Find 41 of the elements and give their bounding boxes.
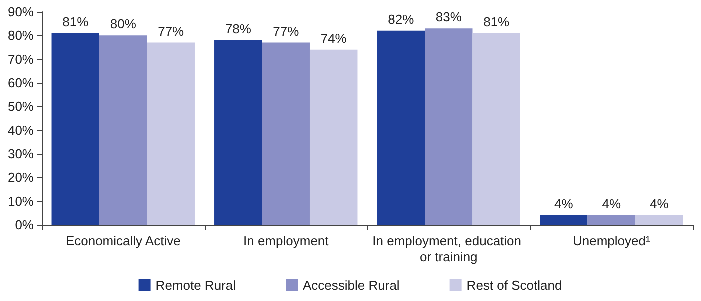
data-label: 82% [388,12,415,27]
bar [214,40,262,225]
data-label: 74% [320,30,348,46]
bar [377,30,426,225]
y-tick-label: 0% [15,218,34,232]
data-label: 77% [158,24,185,39]
y-tick-label: 40% [8,122,34,138]
legend-label: Remote Rural [156,278,236,293]
y-tick-label: 80% [8,28,34,44]
x-tick-label: In employment, education or training [372,234,526,264]
data-label: 4% [602,196,622,212]
bar [588,216,636,225]
bar [100,36,148,225]
bar [147,42,195,225]
bar [310,50,358,225]
data-label: 78% [225,21,252,36]
y-tick-label: 10% [8,194,34,209]
bar [540,216,588,225]
y-tick-label: 90% [8,4,34,20]
legend-label: Rest of Scotland [466,278,562,293]
y-tick-label: 50% [8,99,34,114]
data-label: 81% [484,14,510,30]
data-label: 77% [273,24,300,39]
data-label: 81% [62,14,90,30]
x-tick-label: Unemployed¹ [572,234,651,248]
y-tick-label: 70% [8,52,34,67]
bar [635,216,684,225]
x-tick-label: In employment [243,234,330,248]
data-label: 4% [650,196,670,212]
legend-label: Accessible Rural [303,278,400,293]
y-tick-label: 60% [8,76,34,90]
bar [52,33,100,225]
y-tick-label: 30% [8,146,34,162]
bar [425,28,473,225]
bar [262,42,310,225]
data-label: 80% [110,16,137,32]
data-label: 83% [436,10,462,25]
data-label: 4% [554,196,574,212]
y-tick-label: 20% [8,170,34,186]
x-tick-label: Economically Active [66,234,181,248]
bar [472,33,520,225]
